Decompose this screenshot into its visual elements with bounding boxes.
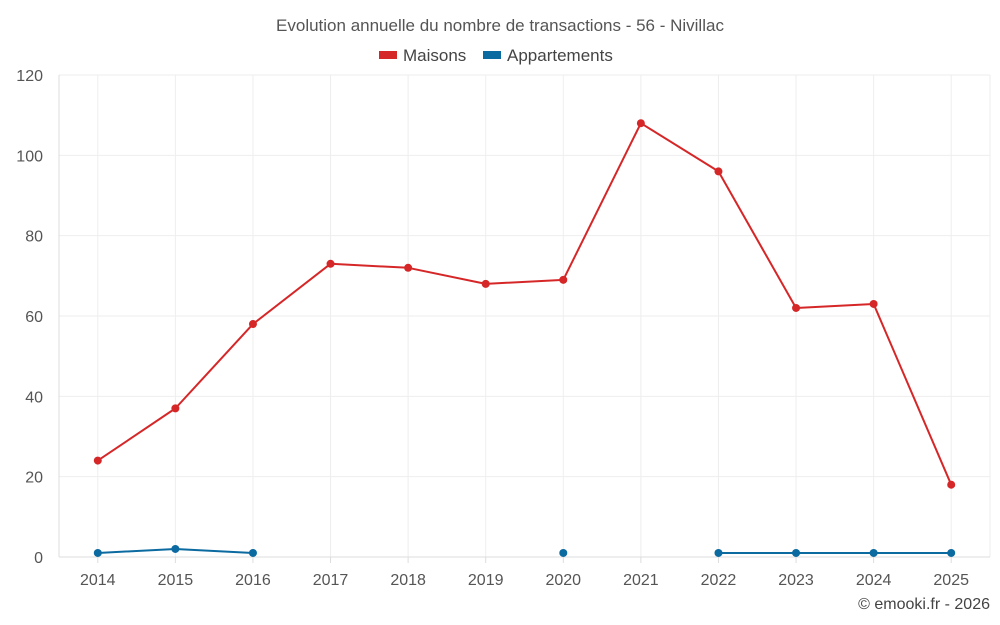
series-appartements — [93, 544, 956, 557]
x-tick-label: 2014 — [80, 572, 116, 589]
x-tick-label: 2022 — [701, 572, 737, 589]
series-layer — [93, 119, 956, 557]
x-tick-label: 2021 — [623, 572, 659, 589]
data-point-maisons[interactable] — [481, 279, 490, 288]
legend-label: Maisons — [403, 46, 466, 65]
x-tick-label: 2015 — [158, 572, 194, 589]
data-point-appartements[interactable] — [93, 548, 102, 557]
y-tick-label: 120 — [16, 68, 43, 85]
data-point-maisons[interactable] — [326, 259, 335, 268]
x-tick-label: 2018 — [390, 572, 426, 589]
data-point-appartements[interactable] — [714, 548, 723, 557]
data-point-maisons[interactable] — [248, 320, 257, 329]
data-point-appartements[interactable] — [559, 548, 568, 557]
chart-title: Evolution annuelle du nombre de transact… — [276, 16, 724, 35]
data-point-maisons[interactable] — [93, 456, 102, 465]
legend-item-appartements[interactable]: Appartements — [483, 46, 613, 65]
y-tick-label: 20 — [25, 470, 43, 487]
grid — [59, 74, 991, 558]
data-point-maisons[interactable] — [714, 167, 723, 176]
y-tick-label: 40 — [25, 389, 43, 406]
y-tick-label: 0 — [34, 550, 43, 567]
data-point-appartements[interactable] — [248, 548, 257, 557]
x-tick-label: 2016 — [235, 572, 271, 589]
data-point-maisons[interactable] — [869, 299, 878, 308]
data-point-appartements[interactable] — [947, 548, 956, 557]
data-point-maisons[interactable] — [559, 275, 568, 284]
data-point-maisons[interactable] — [171, 404, 180, 413]
legend-swatch — [379, 51, 397, 59]
data-point-maisons[interactable] — [636, 119, 645, 128]
legend-label: Appartements — [507, 46, 613, 65]
x-tick-label: 2020 — [545, 572, 581, 589]
data-point-appartements[interactable] — [171, 544, 180, 553]
y-tick-label: 60 — [25, 309, 43, 326]
chart-legend: Maisons Appartements — [379, 46, 613, 65]
x-tick-label: 2025 — [933, 572, 969, 589]
y-tick-label: 100 — [16, 148, 43, 165]
x-tick-label: 2019 — [468, 572, 504, 589]
data-point-appartements[interactable] — [869, 548, 878, 557]
legend-item-maisons[interactable]: Maisons — [379, 46, 466, 65]
y-tick-label: 80 — [25, 229, 43, 246]
legend-swatch — [483, 51, 501, 59]
axes: 0 20 40 60 80 100 120 2014 2015 2016 2017 2018 2019 2… — [16, 68, 990, 589]
x-tick-label: 2017 — [313, 572, 349, 589]
series-maisons — [93, 119, 956, 489]
data-point-maisons[interactable] — [792, 303, 801, 312]
data-point-maisons[interactable] — [404, 263, 413, 272]
data-point-appartements[interactable] — [792, 548, 801, 557]
credit-text: © emooki.fr - 2026 — [858, 596, 990, 613]
x-tick-label: 2024 — [856, 572, 892, 589]
x-tick-label: 2023 — [778, 572, 814, 589]
series-line-maisons — [97, 122, 953, 486]
data-point-maisons[interactable] — [947, 480, 956, 489]
